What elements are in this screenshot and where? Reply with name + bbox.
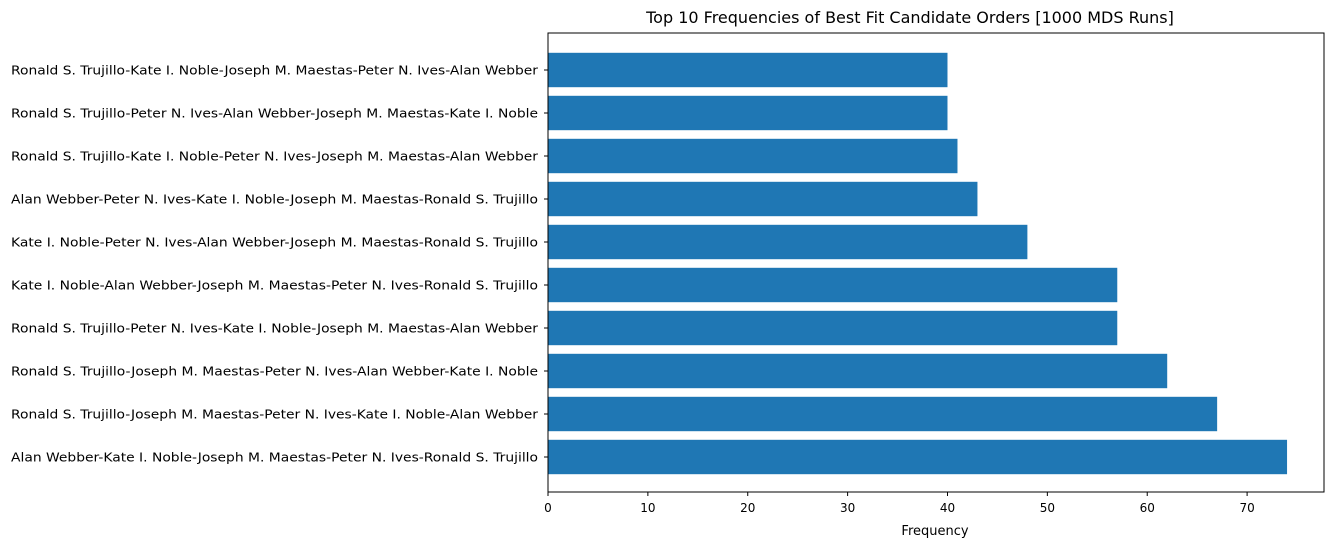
y-tick-labels: Ronald S. Trujillo-Kate I. Noble-Joseph … xyxy=(11,64,548,465)
x-tick-label: 30 xyxy=(840,501,855,515)
bar xyxy=(548,353,1168,389)
bar xyxy=(548,310,1118,346)
bar xyxy=(548,52,948,88)
x-tick-label: 60 xyxy=(1140,501,1155,515)
x-tick-label: 50 xyxy=(1040,501,1055,515)
bar xyxy=(548,95,948,131)
x-tick-label: 70 xyxy=(1239,501,1254,515)
bar xyxy=(548,439,1288,475)
x-tick-label: 40 xyxy=(940,501,955,515)
bar xyxy=(548,267,1118,303)
y-tick-label: Kate I. Noble-Alan Webber-Joseph M. Maes… xyxy=(11,279,538,293)
x-ticks: 0 10 20 30 40 50 60 70 xyxy=(544,492,1255,515)
x-axis-label: Frequency xyxy=(901,524,968,539)
y-tick-label: Ronald S. Trujillo-Kate I. Noble-Peter N… xyxy=(11,150,538,164)
y-tick-label: Ronald S. Trujillo-Peter N. Ives-Kate I.… xyxy=(11,322,538,336)
y-tick-label: Alan Webber-Peter N. Ives-Kate I. Noble-… xyxy=(11,193,538,207)
bars-group xyxy=(548,52,1288,475)
x-tick-label: 20 xyxy=(740,501,755,515)
y-tick-label: Ronald S. Trujillo-Peter N. Ives-Alan We… xyxy=(11,107,538,121)
y-tick-label: Kate I. Noble-Peter N. Ives-Alan Webber-… xyxy=(11,236,538,250)
plot-frame xyxy=(547,32,1325,493)
x-tick-label: 10 xyxy=(640,501,655,515)
bar xyxy=(548,396,1218,432)
y-tick-label: Alan Webber-Kate I. Noble-Joseph M. Maes… xyxy=(11,451,538,465)
y-tick-label: Ronald S. Trujillo-Joseph M. Maestas-Pet… xyxy=(11,408,538,422)
y-tick-label: Ronald S. Trujillo-Joseph M. Maestas-Pet… xyxy=(11,365,538,379)
y-tick-label: Ronald S. Trujillo-Kate I. Noble-Joseph … xyxy=(11,64,538,78)
chart-title: Top 10 Frequencies of Best Fit Candidate… xyxy=(645,8,1174,27)
bar xyxy=(548,224,1028,260)
bar xyxy=(548,138,958,174)
bar xyxy=(548,181,978,217)
x-tick-label: 0 xyxy=(544,501,552,515)
